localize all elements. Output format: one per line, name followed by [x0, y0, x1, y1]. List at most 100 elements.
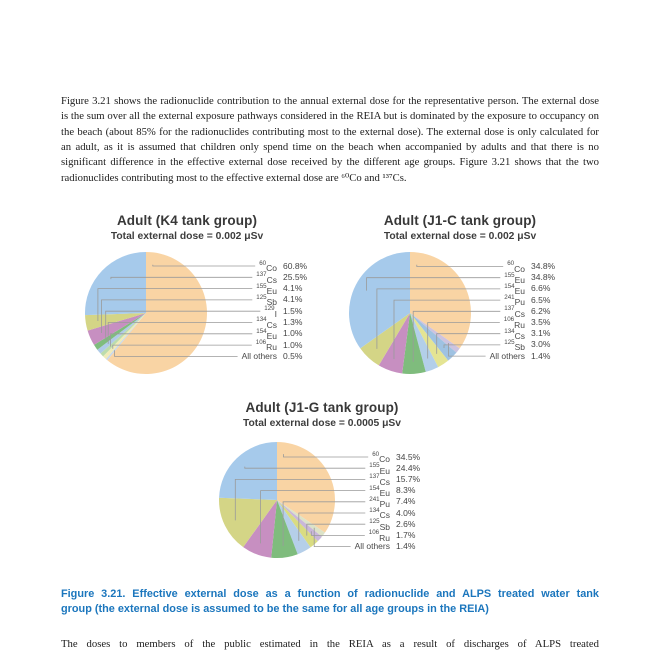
leader-line-154Eu	[376, 288, 501, 349]
pie-slice-137Cs	[218, 497, 277, 548]
figure-caption-line2: group (the external dose is assumed to b…	[61, 602, 489, 615]
legend-isotope-129I: 129I	[264, 305, 277, 319]
legend-isotope-106Ru: 106Ru	[255, 339, 277, 353]
legend-percent-106Ru: 1.0%	[283, 339, 303, 350]
legend-isotope-60Co: 60Co	[372, 450, 390, 465]
pie-slice-154Eu	[360, 313, 410, 366]
legend-isotope-154Eu: 154Eu	[504, 282, 525, 297]
legend-percent-134Cs: 1.3%	[283, 317, 303, 327]
legend-percent-106Ru: 1.7%	[396, 529, 416, 540]
leader-line-106Ru	[310, 531, 365, 536]
legend-percent-all-others: 1.4%	[396, 541, 416, 552]
legend-isotope-155Eu: 155Eu	[256, 282, 277, 296]
legend-isotope-155Eu: 155Eu	[504, 271, 525, 286]
legend-isotope-155Eu: 155Eu	[369, 462, 390, 476]
leader-line-125Sb	[443, 344, 501, 348]
legend-percent-all-others: 1.4%	[531, 350, 551, 361]
legend-isotope-all-others: All others	[489, 350, 525, 361]
legend-percent-125Sb: 2.6%	[396, 518, 416, 529]
leader-line-106Ru	[112, 344, 252, 349]
pie-slice-134Cs	[97, 313, 146, 354]
leader-line-129I	[105, 310, 261, 341]
chart-subtitle-j1c: Total external dose = 0.002 μSv	[383, 231, 537, 242]
legend-percent-129I: 1.5%	[283, 305, 303, 316]
legend-percent-154Eu: 8.3%	[396, 485, 416, 496]
pie-slice-155Eu	[349, 252, 410, 349]
legend-percent-60Co: 60.8%	[283, 260, 308, 271]
legend-isotope-125Sb: 125Sb	[256, 293, 277, 308]
leader-line-125Sb	[306, 523, 366, 536]
legend-percent-154Eu: 6.6%	[531, 283, 551, 294]
chart-title-k4: Adult (K4 tank group)	[116, 213, 258, 228]
legend-isotope-134Cs: 134Cs	[504, 327, 525, 342]
legend-isotope-154Eu: 154Eu	[369, 484, 390, 498]
pie-slice-125Sb	[277, 500, 318, 548]
legend-isotope-125Sb: 125Sb	[504, 338, 525, 353]
figure-caption-line1: Figure 3.21. Effective external dose as …	[61, 588, 599, 600]
leader-line-134Cs	[298, 512, 366, 541]
pie-slice-134Cs	[410, 313, 449, 368]
pie-slice-137Cs	[402, 313, 426, 374]
pie-slice-155Eu	[85, 313, 146, 331]
pie-slice-125Sb	[87, 313, 146, 345]
legend-percent-125Sb: 3.0%	[531, 339, 551, 350]
pie-slice-all-others	[277, 500, 325, 537]
legend-percent-241Pu: 6.5%	[531, 294, 551, 305]
chart-subtitle-j1g: Total external dose = 0.0005 μSv	[242, 418, 402, 429]
legend-isotope-137Cs: 137Cs	[504, 305, 525, 319]
leader-line-134Cs	[107, 322, 253, 344]
leader-line-137Cs	[234, 478, 366, 521]
legend-percent-134Cs: 4.0%	[396, 507, 416, 518]
leader-line-60Co	[283, 454, 369, 458]
pie-slice-60Co	[277, 442, 335, 533]
legend-isotope-137Cs: 137Cs	[369, 473, 390, 487]
legend-percent-60Co: 34.5%	[396, 451, 421, 462]
figure-caption: Figure 3.21. Effective external dose as …	[61, 587, 599, 616]
leader-line-154Eu	[260, 490, 366, 544]
intro-paragraph: Figure 3.21 shows the radionuclide contr…	[61, 94, 599, 184]
pie-slice-134Cs	[277, 500, 311, 555]
chart-title-j1c: Adult (J1-C tank group)	[383, 213, 537, 228]
pie-slice-60Co	[107, 252, 208, 375]
chart-subtitle-k4: Total external dose = 0.002 μSv	[110, 231, 264, 242]
leader-line-155Eu	[97, 288, 253, 321]
pie-slice-all-others	[105, 313, 146, 361]
legend-percent-155Eu: 4.1%	[283, 283, 303, 294]
leader-line-134Cs	[436, 333, 501, 354]
leader-line-155Eu	[366, 277, 501, 291]
legend-isotope-106Ru: 106Ru	[503, 316, 525, 330]
pie-slice-all-others	[410, 313, 460, 353]
legend-percent-134Cs: 3.1%	[531, 328, 551, 339]
legend-isotope-125Sb: 125Sb	[369, 518, 390, 532]
leader-line-all-others	[448, 343, 486, 357]
legend-percent-241Pu: 7.4%	[396, 496, 416, 507]
legend-isotope-60Co: 60Co	[259, 259, 277, 274]
leader-line-60Co	[152, 264, 256, 267]
leader-line-106Ru	[427, 322, 500, 359]
pie-slice-137Cs	[85, 252, 146, 316]
legend-isotope-all-others: All others	[241, 350, 277, 361]
pie-slice-125Sb	[410, 313, 457, 361]
pie-slice-106Ru	[410, 313, 439, 372]
leader-line-241Pu	[393, 299, 501, 360]
legend-isotope-all-others: All others	[354, 541, 390, 552]
legend-isotope-60Co: 60Co	[507, 260, 525, 274]
legend-percent-137Cs: 6.2%	[531, 305, 551, 316]
leader-line-137Cs	[412, 310, 501, 362]
leader-line-154Eu	[110, 333, 253, 347]
legend-isotope-241Pu: 241Pu	[504, 294, 525, 308]
bottom-paragraph: The doses to members of the public estim…	[61, 637, 599, 650]
leader-line-125Sb	[101, 299, 253, 333]
legend-percent-155Eu: 24.4%	[396, 462, 421, 473]
leader-line-60Co	[416, 264, 504, 267]
legend-isotope-154Eu: 154Eu	[256, 327, 277, 342]
legend-percent-all-others: 0.5%	[283, 350, 303, 361]
legend-isotope-134Cs: 134Cs	[369, 506, 390, 521]
legend-percent-137Cs: 25.5%	[283, 271, 308, 282]
leader-line-241Pu	[282, 501, 366, 546]
leader-line-all-others	[313, 527, 351, 547]
legend-percent-154Eu: 1.0%	[283, 328, 303, 339]
legend-isotope-137Cs: 137Cs	[256, 271, 277, 285]
